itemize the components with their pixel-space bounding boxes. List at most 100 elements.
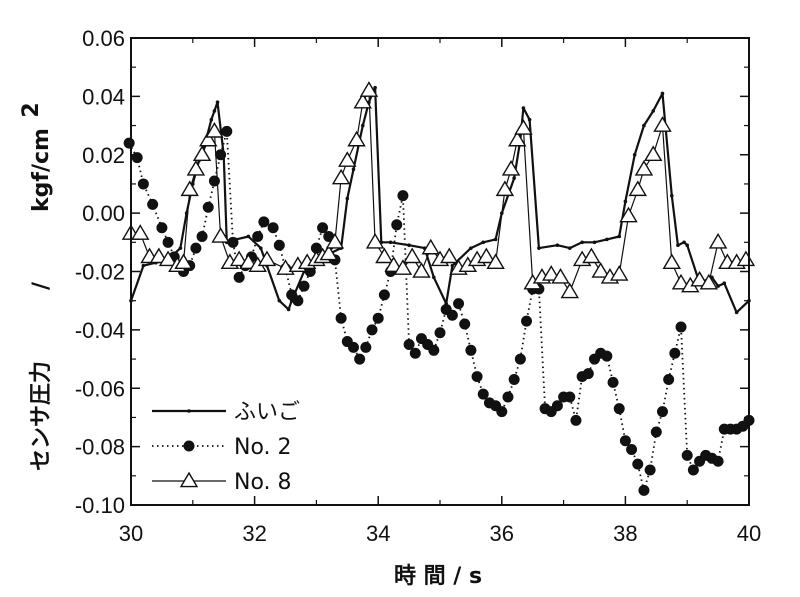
data-point — [378, 289, 390, 301]
data-point — [412, 262, 431, 278]
data-point — [338, 151, 357, 167]
y-axis-title-main: センサ圧力 — [29, 361, 54, 471]
data-point — [570, 414, 582, 426]
data-point — [681, 449, 693, 461]
data-point — [537, 246, 541, 250]
data-point — [372, 312, 384, 324]
data-point — [221, 125, 233, 137]
data-point — [239, 253, 258, 270]
data-point — [215, 100, 220, 105]
data-point — [252, 230, 264, 242]
data-point — [409, 347, 421, 359]
data-point — [592, 240, 597, 245]
data-point — [619, 206, 638, 223]
data-point — [634, 159, 654, 176]
data-point — [209, 117, 214, 122]
data-point — [402, 247, 422, 264]
data-point — [601, 350, 613, 362]
legend-label: No. 8 — [234, 470, 292, 495]
data-point — [440, 247, 459, 264]
data-point — [644, 464, 656, 476]
tick-labels: 30 32 34 36 38 40 -0.10 -0.08 -0.06 -0.04 -0.02 0.0… — [75, 26, 761, 546]
data-point — [384, 256, 403, 272]
data-point — [347, 130, 366, 147]
data-point — [123, 137, 135, 149]
data-point — [496, 406, 508, 418]
data-point — [407, 243, 411, 248]
data-point — [582, 247, 601, 264]
data-point — [351, 167, 356, 172]
data-point — [708, 232, 728, 249]
data-point — [325, 232, 345, 249]
series-1 — [129, 85, 751, 315]
data-point — [609, 265, 629, 281]
data-point — [508, 130, 527, 147]
data-point — [682, 240, 686, 245]
data-point — [712, 455, 724, 467]
data-point — [508, 373, 520, 385]
data-point — [591, 262, 610, 278]
legend-marker — [183, 440, 195, 452]
data-point — [687, 464, 699, 476]
data-point — [212, 109, 217, 113]
data-point — [141, 263, 146, 268]
data-point — [551, 400, 563, 412]
y-axis-title-separator: / — [29, 281, 54, 290]
data-point — [671, 273, 691, 290]
x-tick-label: 36 — [490, 521, 514, 546]
data-point — [607, 376, 619, 388]
data-point — [258, 216, 270, 228]
data-point — [373, 85, 377, 90]
data-point — [512, 176, 516, 180]
data-point — [174, 253, 193, 270]
y-axis-title-unit: kgf/cm — [29, 128, 54, 212]
data-point — [676, 243, 680, 248]
data-point — [149, 247, 169, 264]
data-point — [632, 458, 644, 470]
data-point — [734, 310, 739, 315]
data-point — [477, 247, 496, 264]
x-axis-title: 時 間 / s — [394, 564, 482, 589]
data-point — [675, 321, 687, 333]
y-tick-label: 0.06 — [82, 26, 125, 51]
data-point — [186, 159, 206, 176]
data-point — [501, 159, 521, 176]
data-point — [246, 234, 251, 239]
data-point — [560, 282, 580, 299]
data-point — [521, 106, 526, 110]
y-tick-label: 0.00 — [82, 201, 125, 226]
data-point — [582, 368, 594, 380]
data-point — [391, 219, 403, 231]
data-point — [211, 227, 230, 243]
data-point — [375, 247, 394, 264]
data-point — [685, 243, 689, 248]
x-tick-label: 30 — [119, 521, 143, 546]
data-point — [669, 347, 681, 359]
data-point — [354, 353, 366, 365]
legend-label: ふいご — [234, 400, 300, 425]
data-point — [495, 180, 515, 197]
data-point — [202, 201, 214, 213]
data-point — [722, 281, 727, 285]
data-point — [551, 267, 570, 284]
data-point — [690, 270, 709, 287]
data-point — [428, 344, 440, 356]
data-point — [257, 250, 277, 267]
data-point — [643, 145, 663, 162]
data-point — [345, 196, 350, 201]
data-point — [514, 119, 533, 135]
y-tick-label: 0.02 — [82, 143, 125, 168]
data-point — [359, 81, 379, 97]
data-point — [215, 149, 227, 161]
data-point — [388, 240, 393, 245]
data-point — [465, 344, 477, 356]
data-point — [277, 298, 282, 303]
data-point — [233, 271, 245, 283]
legend-marker — [179, 471, 199, 488]
data-point — [360, 341, 372, 353]
data-point — [147, 198, 159, 210]
data-point — [205, 122, 224, 138]
data-point — [162, 236, 174, 248]
series-line — [129, 86, 750, 314]
data-point — [471, 371, 483, 383]
